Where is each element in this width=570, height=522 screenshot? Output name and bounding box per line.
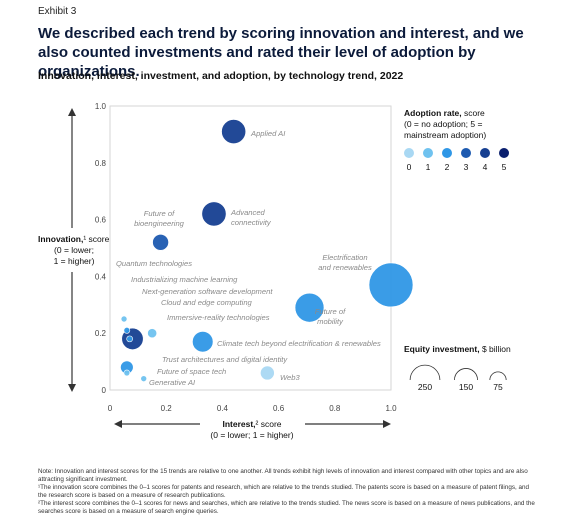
bubble xyxy=(120,315,128,323)
plot-area xyxy=(109,105,392,391)
y-tick-label: 0.2 xyxy=(95,329,107,338)
point-label: Climate tech beyond electrification & re… xyxy=(217,339,381,348)
point-label: Electrification xyxy=(322,253,367,262)
point-label: Future of space tech xyxy=(157,367,226,376)
chart-subtitle: Innovation, interest, investment, and ad… xyxy=(38,70,404,82)
adoption-level-label: 2 xyxy=(445,162,450,172)
y-tick-label: 0.8 xyxy=(95,159,107,168)
point-label: Applied AI xyxy=(250,129,286,138)
bubble xyxy=(368,262,414,308)
point-label: Industrializing machine learning xyxy=(131,275,238,284)
x-axis-subtitle: (0 = lower; 1 = higher) xyxy=(210,430,293,440)
y-axis-title: Innovation,¹ score xyxy=(38,234,110,244)
bubble xyxy=(294,292,325,323)
x-tick-label: 0.6 xyxy=(273,404,285,413)
y-tick-label: 1.0 xyxy=(95,102,107,111)
y-axis-subtitle-1: (0 = lower; xyxy=(54,245,94,255)
bubble xyxy=(201,201,227,227)
investment-size-arc xyxy=(454,368,478,381)
x-tick-label: 0.2 xyxy=(161,404,173,413)
adoption-level-label: 4 xyxy=(483,162,488,172)
note-main: Note: Innovation and interest scores for… xyxy=(38,468,528,483)
adoption-swatch xyxy=(480,148,490,158)
x-tick-label: 1.0 xyxy=(385,404,397,413)
y-tick-label: 0.6 xyxy=(95,216,107,225)
point-label: Generative AI xyxy=(149,378,196,387)
headline: We described each trend by scoring innov… xyxy=(38,25,524,80)
point-label: Cloud and edge computing xyxy=(161,298,253,307)
adoption-level-label: 1 xyxy=(426,162,431,172)
point-label: mobility xyxy=(317,317,344,326)
point-label: Future of xyxy=(315,307,346,316)
bubble xyxy=(147,328,158,339)
point-label: Immersive-reality technologies xyxy=(167,313,270,322)
point-label: Trust architectures and digital identity xyxy=(162,355,288,364)
exhibit-label: Exhibit 3 xyxy=(38,6,77,17)
point-label: and renewables xyxy=(318,263,372,272)
investment-legend-title: Equity investment, $ billion xyxy=(404,344,511,354)
adoption-swatch xyxy=(404,148,414,158)
point-label: Future of xyxy=(144,209,175,218)
bubble xyxy=(192,331,214,353)
point-label: Next-generation software development xyxy=(142,287,273,296)
point-label: Quantum technologies xyxy=(116,259,192,268)
adoption-swatch xyxy=(499,148,509,158)
bubble xyxy=(221,119,247,144)
investment-size-label: 250 xyxy=(418,382,432,392)
x-tick-label: 0.4 xyxy=(217,404,229,413)
bubble xyxy=(152,234,169,251)
point-label: bioengineering xyxy=(134,219,185,228)
point-label: Advanced xyxy=(230,208,266,217)
adoption-level-label: 3 xyxy=(464,162,469,172)
x-tick-label: 0.8 xyxy=(329,404,341,413)
bubble xyxy=(123,327,131,334)
investment-size-arc xyxy=(489,371,507,381)
adoption-legend-subtitle: (0 = no adoption; 5 = xyxy=(404,119,482,129)
bubble xyxy=(140,375,148,382)
y-tick-label: 0.4 xyxy=(95,272,107,281)
investment-size-label: 150 xyxy=(459,382,473,392)
adoption-legend-subtitle: mainstream adoption) xyxy=(404,130,486,140)
note-innovation: ¹The innovation score combines the 0–1 s… xyxy=(38,484,529,499)
x-axis-title: Interest,² score xyxy=(222,419,281,429)
investment-size-label: 75 xyxy=(493,382,503,392)
point-label: connectivity xyxy=(231,218,272,227)
y-axis-subtitle-2: 1 = higher) xyxy=(54,256,95,266)
adoption-legend-title: Adoption rate, score xyxy=(404,108,485,118)
bubble xyxy=(126,335,133,343)
adoption-swatch xyxy=(442,148,452,158)
bubble xyxy=(260,365,275,381)
adoption-level-label: 5 xyxy=(502,162,507,172)
adoption-swatch xyxy=(423,148,433,158)
footnotes: Note: Innovation and interest scores for… xyxy=(38,468,538,516)
adoption-swatch xyxy=(461,148,471,158)
adoption-level-label: 0 xyxy=(407,162,412,172)
bubble xyxy=(123,369,131,377)
x-tick-label: 0 xyxy=(108,404,113,413)
point-label: Web3 xyxy=(280,373,300,382)
investment-size-arc xyxy=(409,364,441,381)
note-interest: ²The interest score combines the 0–1 sco… xyxy=(38,500,535,515)
y-tick-label: 0 xyxy=(102,386,107,395)
